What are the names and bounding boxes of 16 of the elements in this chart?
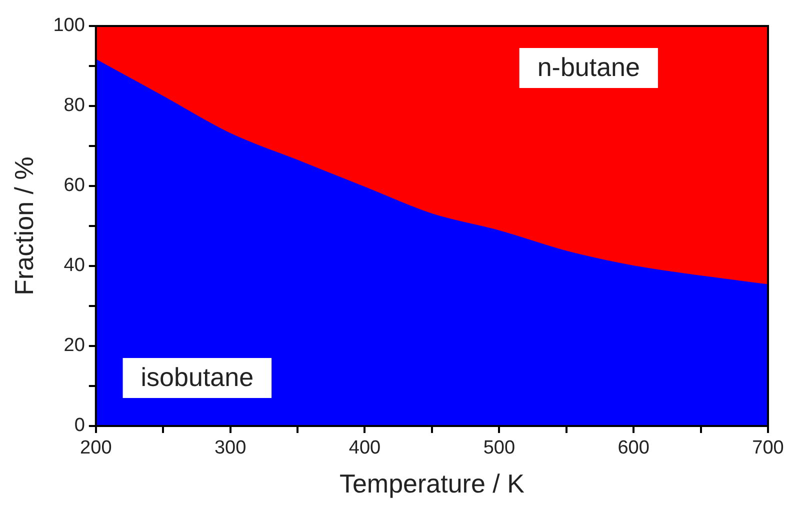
y-tick-label: 0 [74, 415, 85, 436]
x-tick-label: 200 [80, 438, 112, 459]
series-label: isobutane [140, 362, 254, 392]
x-axis-title: Temperature / K [339, 468, 526, 499]
y-tick-label: 100 [53, 15, 85, 36]
y-tick-label: 40 [64, 255, 85, 276]
y-tick-label: 60 [64, 175, 85, 196]
series-label: n-butane [537, 52, 640, 82]
y-tick-label: 80 [64, 95, 85, 116]
y-axis-title: Fraction / % [8, 156, 39, 296]
x-tick-label: 700 [752, 438, 784, 459]
x-tick-label: 400 [348, 438, 381, 459]
x-tick-label: 600 [618, 438, 650, 459]
x-tick-label: 300 [214, 438, 246, 459]
y-tick-label: 20 [64, 335, 85, 356]
x-tick-label: 500 [483, 438, 516, 459]
